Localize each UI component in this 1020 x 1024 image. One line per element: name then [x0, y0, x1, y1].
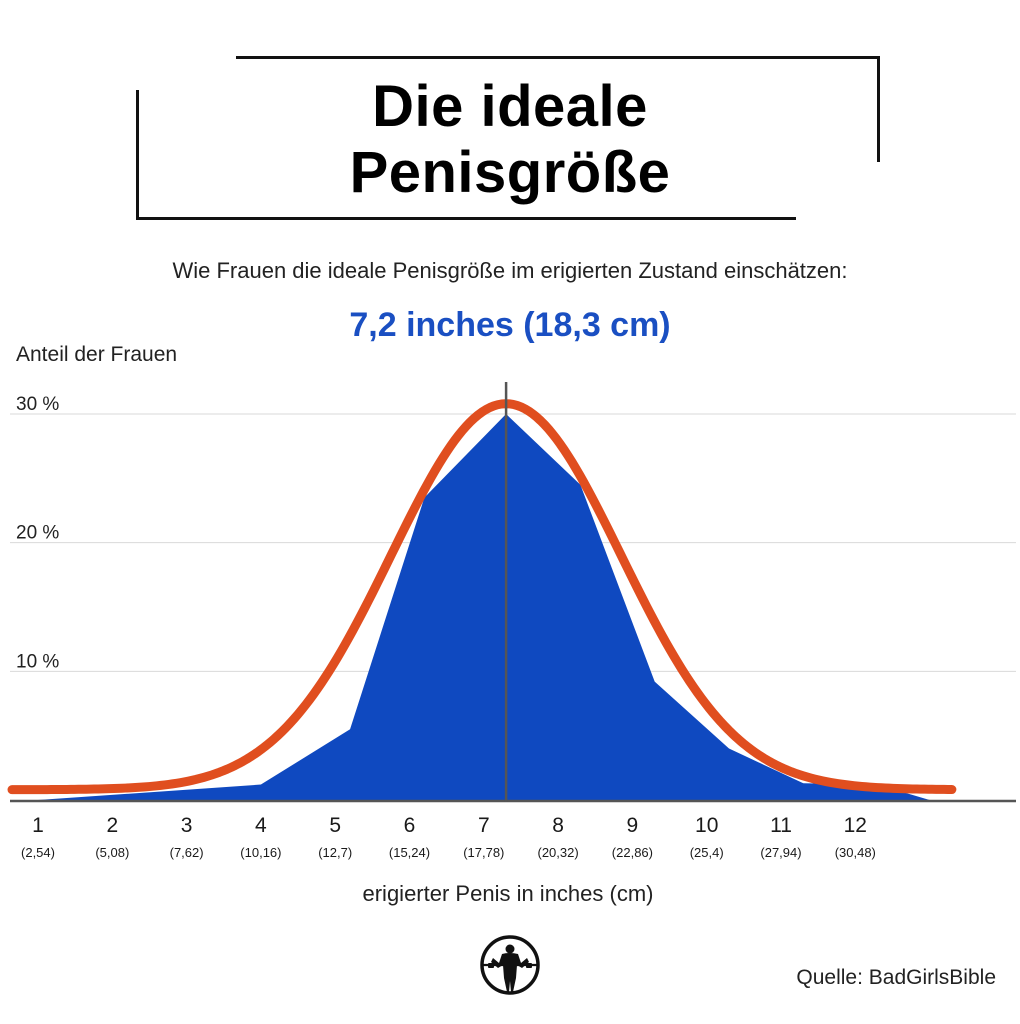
x-tick-sublabel-9: (22,86) — [612, 845, 653, 860]
x-tick-sublabel-2: (5,08) — [95, 845, 129, 860]
y-axis-label: Anteil der Frauen — [16, 343, 178, 366]
x-tick-label-5: 5 — [329, 814, 341, 837]
x-tick-sublabel-10: (25,4) — [690, 845, 724, 860]
axis-layer — [10, 382, 1016, 803]
x-tick-label-4: 4 — [255, 814, 267, 837]
title-frame — [136, 56, 880, 220]
x-tick-sublabel-7: (17,78) — [463, 845, 504, 860]
x-tick-sublabel-12: (30,48) — [835, 845, 876, 860]
ideal-size-highlight: 7,2 inches (18,3 cm) — [349, 306, 671, 344]
title-frame-bottom — [136, 217, 796, 220]
y-tick-label-30: 30 % — [16, 394, 59, 415]
page-title: Die ideale Penisgröße — [0, 74, 1020, 206]
x-tick-label-2: 2 — [106, 814, 118, 837]
x-tick-sublabel-8: (20,32) — [537, 845, 578, 860]
x-tick-label-1: 1 — [32, 814, 44, 837]
x-tick-label-10: 10 — [695, 814, 718, 837]
x-tick-label-9: 9 — [627, 814, 639, 837]
title-line-2: Penisgröße — [349, 140, 671, 205]
x-tick-label-11: 11 — [770, 814, 792, 837]
x-tick-sublabel-4: (10,16) — [240, 845, 281, 860]
x-tick-sublabel-1: (2,54) — [21, 845, 55, 860]
x-tick-sublabel-5: (12,7) — [318, 845, 352, 860]
label-layer: 10 % 20 % 30 % 1 (2,54) 2 (5,08) 3 (7,62) 4 (10,16… — [16, 394, 876, 860]
area-series — [38, 414, 930, 800]
title-frame-top — [236, 56, 880, 59]
curve-layer — [7, 399, 957, 795]
normal-distribution-curve — [7, 399, 957, 795]
x-tick-sublabel-6: (15,24) — [389, 845, 430, 860]
x-tick-label-8: 8 — [552, 814, 564, 837]
source-credit: Quelle: BadGirlsBible — [796, 966, 996, 989]
x-tick-label-6: 6 — [404, 814, 416, 837]
x-tick-sublabel-11: (27,94) — [760, 845, 801, 860]
x-tick-sublabel-3: (7,62) — [170, 845, 204, 860]
x-axis-label: erigierter Penis in inches (cm) — [362, 881, 654, 906]
x-tick-label-3: 3 — [181, 814, 193, 837]
x-tick-label-12: 12 — [844, 814, 867, 837]
title-frame-right — [877, 56, 880, 162]
y-tick-label-10: 10 % — [16, 651, 59, 672]
area-layer — [37, 413, 930, 801]
chart-canvas: 10 % 20 % 30 % 1 (2,54) 2 (5,08) 3 (7,62) 4 (10,16… — [7, 382, 1016, 860]
chart-subtitle: Wie Frauen die ideale Penisgröße im erig… — [172, 258, 848, 283]
title-line-1: Die ideale — [372, 74, 648, 139]
y-tick-label-20: 20 % — [16, 523, 59, 544]
title-frame-left — [136, 90, 139, 220]
bodybuilder-logo-icon — [480, 935, 540, 995]
x-tick-label-7: 7 — [478, 814, 490, 837]
